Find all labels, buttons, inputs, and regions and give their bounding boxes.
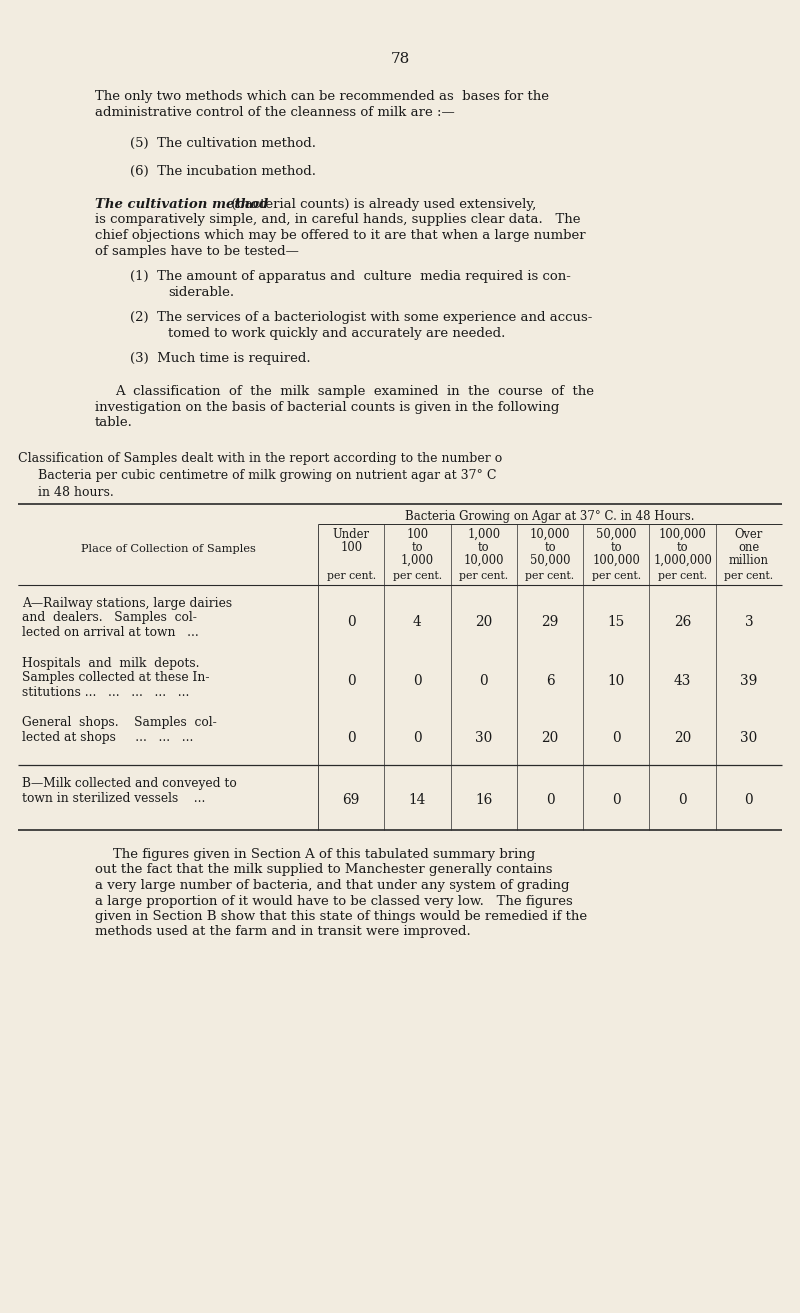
Text: (2)  The services of a bacteriologist with some experience and accus-: (2) The services of a bacteriologist wit… <box>130 311 592 324</box>
Text: (3)  Much time is required.: (3) Much time is required. <box>130 352 310 365</box>
Text: 0: 0 <box>678 793 687 806</box>
Text: 100: 100 <box>340 541 362 554</box>
Text: administrative control of the cleanness of milk are :—: administrative control of the cleanness … <box>95 105 454 118</box>
Text: 4: 4 <box>413 614 422 629</box>
Text: given in Section B show that this state of things would be remedied if the: given in Section B show that this state … <box>95 910 587 923</box>
Text: 69: 69 <box>342 793 360 806</box>
Text: (5)  The cultivation method.: (5) The cultivation method. <box>130 137 316 150</box>
Text: 100,000: 100,000 <box>592 554 640 567</box>
Text: 39: 39 <box>740 675 758 688</box>
Text: out the fact that the milk supplied to Manchester generally contains: out the fact that the milk supplied to M… <box>95 864 553 877</box>
Text: 10,000: 10,000 <box>530 528 570 541</box>
Text: to: to <box>544 541 556 554</box>
Text: (6)  The incubation method.: (6) The incubation method. <box>130 164 316 177</box>
Text: 0: 0 <box>479 675 488 688</box>
Text: B—Milk collected and conveyed to: B—Milk collected and conveyed to <box>22 777 237 790</box>
Text: one: one <box>738 541 759 554</box>
Text: stitutions ...   ...   ...   ...   ...: stitutions ... ... ... ... ... <box>22 685 190 699</box>
Text: to: to <box>478 541 490 554</box>
Text: per cent.: per cent. <box>724 571 774 580</box>
Text: and  dealers.   Samples  col-: and dealers. Samples col- <box>22 612 197 625</box>
Text: 20: 20 <box>674 731 691 746</box>
Text: Over: Over <box>734 528 763 541</box>
Text: of samples have to be tested—: of samples have to be tested— <box>95 244 299 257</box>
Text: 50,000: 50,000 <box>530 554 570 567</box>
Text: Samples collected at these In-: Samples collected at these In- <box>22 671 210 684</box>
Text: 0: 0 <box>612 793 621 806</box>
Text: 0: 0 <box>413 675 422 688</box>
Text: per cent.: per cent. <box>393 571 442 580</box>
Text: The figures given in Section A of this tabulated summary bring: The figures given in Section A of this t… <box>113 848 535 861</box>
Text: 30: 30 <box>740 731 758 746</box>
Text: 15: 15 <box>608 614 625 629</box>
Text: A—Railway stations, large dairies: A—Railway stations, large dairies <box>22 597 232 611</box>
Text: per cent.: per cent. <box>658 571 707 580</box>
Text: 0: 0 <box>347 675 355 688</box>
Text: a very large number of bacteria, and that under any system of grading: a very large number of bacteria, and tha… <box>95 878 570 892</box>
Text: to: to <box>610 541 622 554</box>
Text: 0: 0 <box>612 731 621 746</box>
Text: 16: 16 <box>475 793 492 806</box>
Text: per cent.: per cent. <box>459 571 508 580</box>
Text: 6: 6 <box>546 675 554 688</box>
Text: tomed to work quickly and accurately are needed.: tomed to work quickly and accurately are… <box>168 327 506 340</box>
Text: 78: 78 <box>390 53 410 66</box>
Text: 1,000: 1,000 <box>467 528 500 541</box>
Text: a large proportion of it would have to be classed very low.   The figures: a large proportion of it would have to b… <box>95 894 573 907</box>
Text: million: million <box>729 554 769 567</box>
Text: A  classification  of  the  milk  sample  examined  in  the  course  of  the: A classification of the milk sample exam… <box>115 386 594 399</box>
Text: 0: 0 <box>745 793 753 806</box>
Text: 20: 20 <box>542 731 558 746</box>
Text: The cultivation method: The cultivation method <box>95 198 268 211</box>
Text: 0: 0 <box>347 614 355 629</box>
Text: per cent.: per cent. <box>592 571 641 580</box>
Text: 26: 26 <box>674 614 691 629</box>
Text: 0: 0 <box>546 793 554 806</box>
Text: 30: 30 <box>475 731 492 746</box>
Text: 3: 3 <box>745 614 753 629</box>
Text: 100,000: 100,000 <box>658 528 706 541</box>
Text: 29: 29 <box>542 614 558 629</box>
Text: 10: 10 <box>608 675 625 688</box>
Text: investigation on the basis of bacterial counts is given in the following: investigation on the basis of bacterial … <box>95 400 559 414</box>
Text: lected on arrival at town   ...: lected on arrival at town ... <box>22 626 198 639</box>
Text: (1)  The amount of apparatus and  culture  media required is con-: (1) The amount of apparatus and culture … <box>130 270 571 284</box>
Text: Under: Under <box>333 528 370 541</box>
Text: 1,000: 1,000 <box>401 554 434 567</box>
Text: in 48 hours.: in 48 hours. <box>38 486 114 499</box>
Text: siderable.: siderable. <box>168 285 234 298</box>
Text: Hospitals  and  milk  depots.: Hospitals and milk depots. <box>22 656 199 670</box>
Text: town in sterilized vessels    ...: town in sterilized vessels ... <box>22 792 206 805</box>
Text: lected at shops     ...   ...   ...: lected at shops ... ... ... <box>22 730 194 743</box>
Text: The only two methods which can be recommended as  bases for the: The only two methods which can be recomm… <box>95 91 549 102</box>
Text: 1,000,000: 1,000,000 <box>653 554 712 567</box>
Text: to: to <box>412 541 423 554</box>
Text: 20: 20 <box>475 614 492 629</box>
Text: 0: 0 <box>413 731 422 746</box>
Text: Bacteria per cubic centimetre of milk growing on nutrient agar at 37° C: Bacteria per cubic centimetre of milk gr… <box>38 469 497 482</box>
Text: General  shops.    Samples  col-: General shops. Samples col- <box>22 716 217 729</box>
Text: table.: table. <box>95 416 133 429</box>
Text: Classification of Samples dealt with in the report according to the number o: Classification of Samples dealt with in … <box>18 452 502 465</box>
Text: 100: 100 <box>406 528 429 541</box>
Text: is comparatively simple, and, in careful hands, supplies clear data.   The: is comparatively simple, and, in careful… <box>95 214 581 227</box>
Text: chief objections which may be offered to it are that when a large number: chief objections which may be offered to… <box>95 228 586 242</box>
Text: per cent.: per cent. <box>326 571 376 580</box>
Text: (bacterial counts) is already used extensively,: (bacterial counts) is already used exten… <box>227 198 536 211</box>
Text: 14: 14 <box>409 793 426 806</box>
Text: 43: 43 <box>674 675 691 688</box>
Text: 50,000: 50,000 <box>596 528 637 541</box>
Text: per cent.: per cent. <box>526 571 574 580</box>
Text: Bacteria Growing on Agar at 37° C. in 48 Hours.: Bacteria Growing on Agar at 37° C. in 48… <box>406 509 694 523</box>
Text: methods used at the farm and in transit were improved.: methods used at the farm and in transit … <box>95 926 470 939</box>
Text: to: to <box>677 541 688 554</box>
Text: 10,000: 10,000 <box>463 554 504 567</box>
Text: Place of Collection of Samples: Place of Collection of Samples <box>81 544 255 554</box>
Text: 0: 0 <box>347 731 355 746</box>
